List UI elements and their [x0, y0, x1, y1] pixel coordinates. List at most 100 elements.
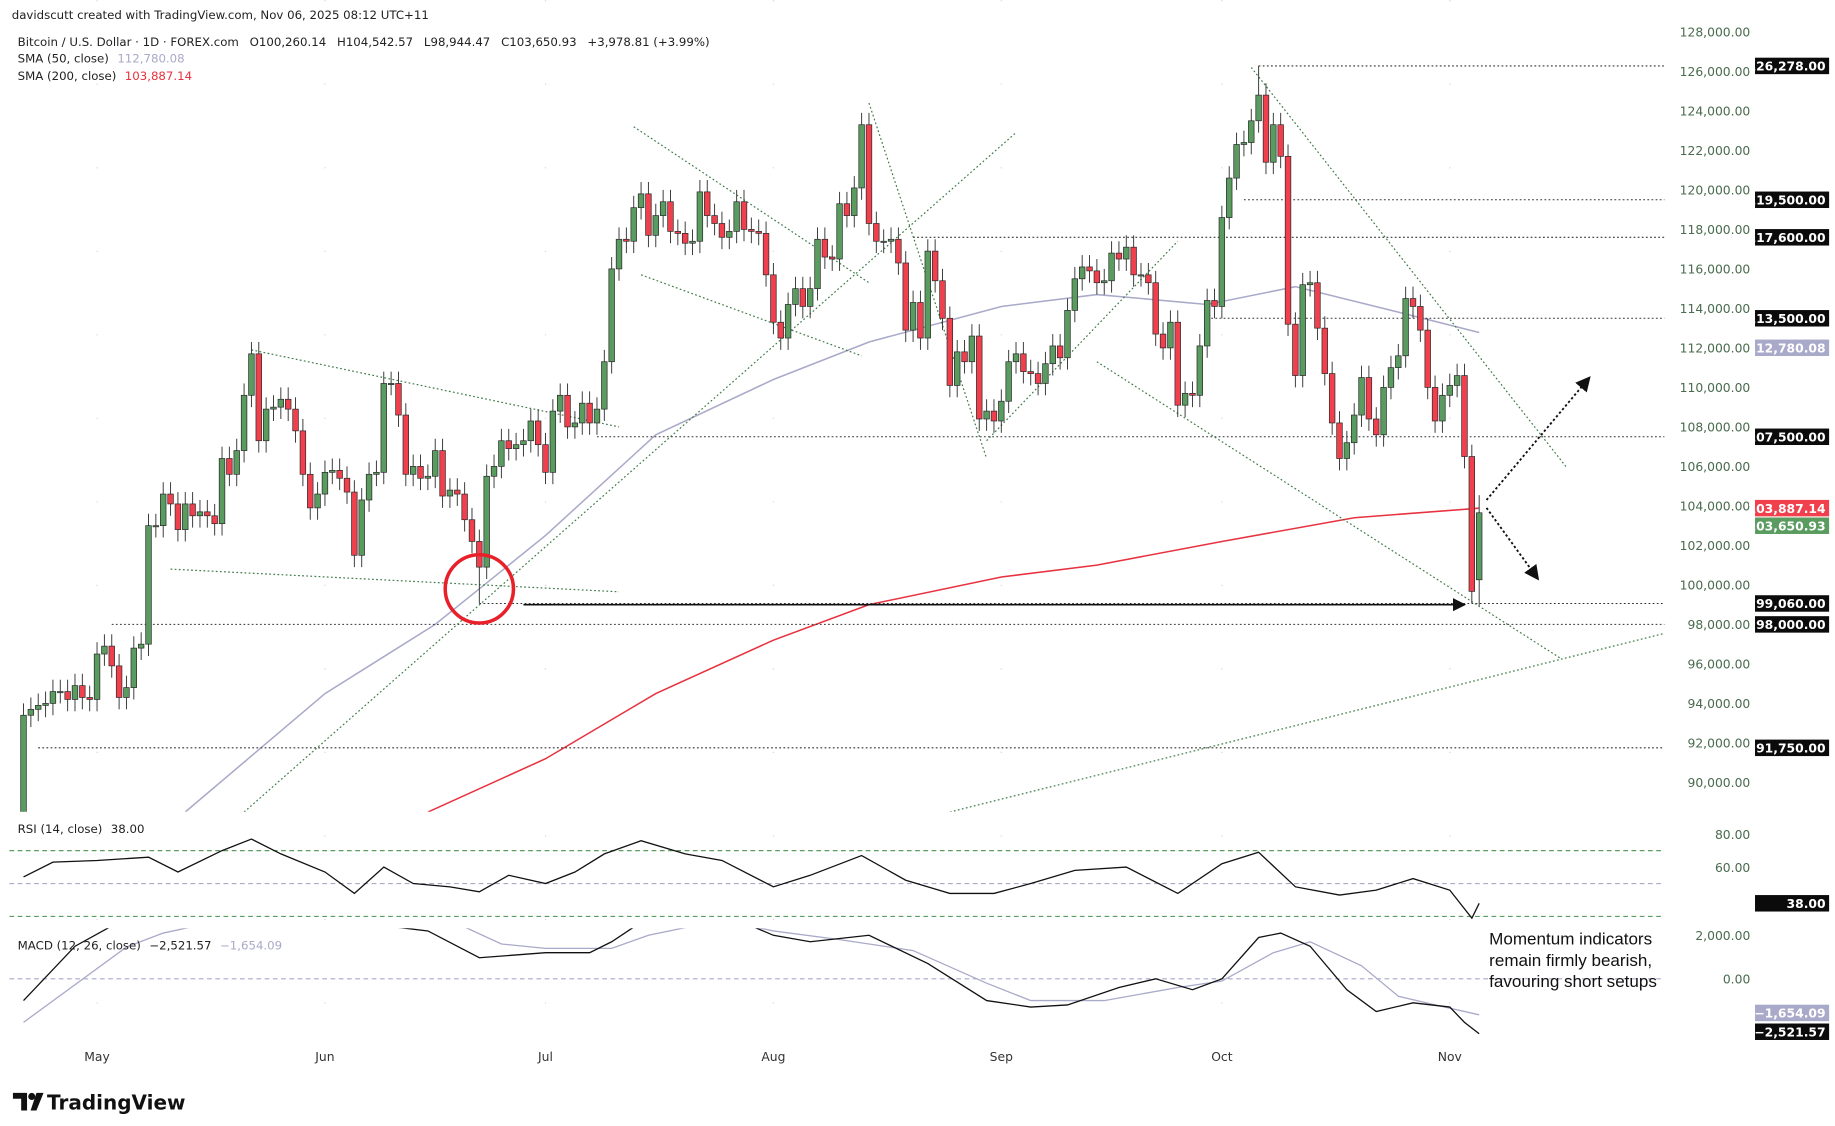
- candle[interactable]: [1461, 363, 1468, 469]
- candle[interactable]: [307, 462, 314, 520]
- candle[interactable]: [1248, 108, 1255, 155]
- candle[interactable]: [534, 409, 542, 457]
- candle[interactable]: [476, 529, 483, 604]
- candle[interactable]: [1299, 272, 1306, 388]
- candle[interactable]: [895, 227, 902, 275]
- macd-pane[interactable]: [9, 892, 1665, 1035]
- candle[interactable]: [1284, 144, 1292, 337]
- candle[interactable]: [285, 387, 292, 421]
- candle[interactable]: [27, 697, 35, 728]
- candle[interactable]: [35, 693, 42, 722]
- candle[interactable]: [505, 428, 512, 461]
- candle[interactable]: [983, 399, 990, 431]
- candle[interactable]: [196, 499, 204, 528]
- candle[interactable]: [380, 371, 387, 485]
- candle[interactable]: [718, 211, 726, 250]
- candle[interactable]: [1130, 235, 1137, 287]
- candle[interactable]: [946, 306, 954, 398]
- candle[interactable]: [637, 182, 645, 220]
- candle[interactable]: [108, 634, 115, 678]
- candle[interactable]: [1314, 270, 1321, 341]
- candle[interactable]: [167, 482, 174, 516]
- rsi-pane[interactable]: [9, 838, 1665, 920]
- candle[interactable]: [402, 403, 409, 487]
- candle[interactable]: [1255, 65, 1262, 133]
- sma200-legend[interactable]: SMA (200, close) 103,887.14: [18, 69, 192, 83]
- candle[interactable]: [1079, 255, 1086, 291]
- candle[interactable]: [1049, 334, 1056, 376]
- candle[interactable]: [1196, 334, 1203, 408]
- candle[interactable]: [902, 251, 909, 342]
- candle[interactable]: [226, 446, 233, 487]
- candle[interactable]: [777, 310, 784, 350]
- candle[interactable]: [652, 203, 659, 248]
- candle[interactable]: [968, 324, 976, 374]
- level-price-badge[interactable]: 113,500.00: [1747, 310, 1830, 327]
- candle[interactable]: [1321, 316, 1328, 386]
- candle[interactable]: [1174, 310, 1181, 418]
- candle[interactable]: [137, 632, 145, 660]
- candle[interactable]: [1123, 235, 1130, 271]
- candle[interactable]: [1409, 286, 1417, 319]
- candle[interactable]: [1027, 359, 1034, 386]
- candle[interactable]: [880, 229, 887, 254]
- trendline[interactable]: [251, 349, 620, 428]
- candle[interactable]: [1343, 430, 1351, 471]
- candle[interactable]: [557, 383, 564, 423]
- trendline[interactable]: [1096, 361, 1561, 659]
- candle[interactable]: [645, 182, 652, 248]
- candle[interactable]: [1306, 270, 1314, 297]
- candle[interactable]: [1093, 259, 1101, 295]
- candle[interactable]: [387, 371, 395, 396]
- candle[interactable]: [42, 691, 49, 718]
- candle[interactable]: [630, 195, 637, 254]
- candle[interactable]: [454, 478, 461, 506]
- candle[interactable]: [1056, 334, 1064, 370]
- candle[interactable]: [365, 462, 373, 512]
- candle[interactable]: [1240, 130, 1248, 157]
- candle[interactable]: [1203, 288, 1211, 358]
- candle[interactable]: [1071, 266, 1079, 323]
- candle[interactable]: [1115, 241, 1123, 271]
- candle[interactable]: [571, 411, 579, 439]
- candle[interactable]: [748, 217, 755, 244]
- candle[interactable]: [1020, 341, 1027, 384]
- candle[interactable]: [233, 438, 240, 487]
- level-price-badge[interactable]: 126,278.00: [1747, 57, 1830, 75]
- candle[interactable]: [1086, 255, 1093, 283]
- time-axis[interactable]: May Jun Jul Aug Sep Oct Nov: [84, 1050, 1462, 1064]
- candle[interactable]: [314, 482, 321, 520]
- candle[interactable]: [976, 324, 983, 431]
- candle[interactable]: [696, 180, 704, 254]
- candle[interactable]: [336, 458, 343, 491]
- candle[interactable]: [240, 383, 248, 463]
- candle[interactable]: [851, 176, 858, 228]
- candle[interactable]: [1145, 262, 1152, 295]
- candle[interactable]: [145, 513, 152, 657]
- candle[interactable]: [601, 349, 608, 421]
- candle[interactable]: [726, 219, 733, 250]
- candle[interactable]: [1402, 286, 1409, 368]
- candle[interactable]: [1336, 411, 1343, 471]
- candle[interactable]: [740, 189, 748, 242]
- candle[interactable]: [446, 478, 454, 508]
- candle[interactable]: [1380, 375, 1387, 447]
- candle[interactable]: [262, 397, 270, 453]
- candle[interactable]: [1446, 373, 1453, 408]
- candle[interactable]: [409, 454, 417, 487]
- candle[interactable]: [1167, 310, 1174, 360]
- candle[interactable]: [483, 464, 490, 579]
- candle[interactable]: [931, 239, 939, 293]
- price-axis[interactable]: 128,000.00 126,000.00 124,000.00 122,000.00…: [1680, 26, 1830, 1040]
- candle[interactable]: [909, 290, 917, 342]
- candle[interactable]: [792, 276, 799, 317]
- candle[interactable]: [1042, 351, 1049, 396]
- candle[interactable]: [998, 389, 1005, 433]
- candle[interactable]: [1365, 365, 1373, 431]
- candle[interactable]: [1211, 288, 1218, 319]
- candle[interactable]: [490, 454, 498, 489]
- candle[interactable]: [1270, 112, 1277, 175]
- candle[interactable]: [990, 399, 998, 433]
- candle[interactable]: [961, 340, 968, 374]
